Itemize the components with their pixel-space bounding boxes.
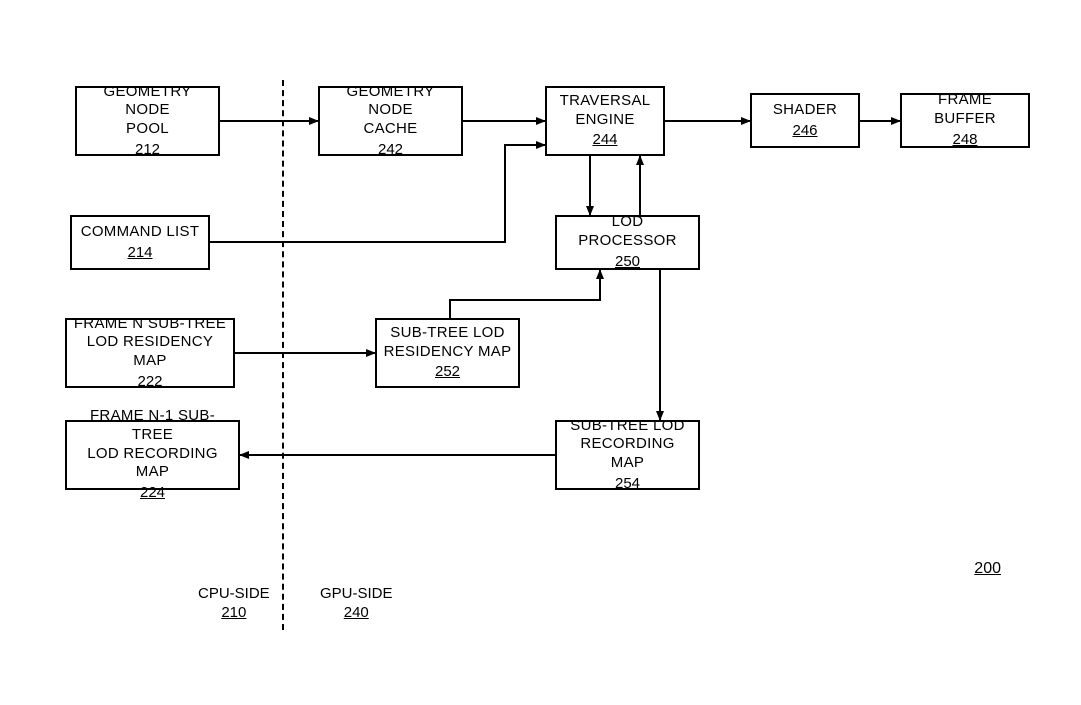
node-traversal-engine: TRAVERSAL ENGINE 244 — [545, 86, 665, 156]
node-title: SUB-TREE LOD — [390, 324, 504, 343]
node-number: 242 — [378, 141, 403, 160]
node-command-list: COMMAND LIST 214 — [70, 215, 210, 270]
node-subtree-lod-residency: SUB-TREE LOD RESIDENCY MAP 252 — [375, 318, 520, 388]
node-number: 214 — [127, 244, 152, 263]
node-shader: SHADER 246 — [750, 93, 860, 148]
node-geometry-node-cache: GEOMETRY NODE CACHE 242 — [318, 86, 463, 156]
region-number: 240 — [344, 604, 369, 621]
node-subtree-lod-recording: SUB-TREE LOD RECORDING MAP 254 — [555, 420, 700, 490]
node-title: FRAME BUFFER — [908, 91, 1022, 129]
node-number: 244 — [592, 131, 617, 150]
node-title: SHADER — [773, 101, 837, 120]
node-title: RECORDING MAP — [563, 435, 692, 473]
cpu-gpu-divider — [282, 80, 284, 630]
node-number: 250 — [615, 253, 640, 272]
region-cpu-side: CPU-SIDE 210 — [198, 585, 270, 621]
node-title: COMMAND LIST — [81, 223, 200, 242]
node-title: POOL — [126, 120, 169, 139]
figure-number: 200 — [974, 560, 1001, 578]
node-number: 246 — [792, 122, 817, 141]
region-title: GPU-SIDE — [320, 585, 393, 602]
node-number: 254 — [615, 475, 640, 494]
node-title: GEOMETRY NODE — [326, 83, 455, 121]
node-title: LOD RECORDING MAP — [73, 445, 232, 483]
node-title: ENGINE — [575, 111, 634, 130]
node-number: 212 — [135, 141, 160, 160]
node-frame-buffer: FRAME BUFFER 248 — [900, 93, 1030, 148]
node-title: FRAME N SUB-TREE — [74, 315, 226, 334]
node-number: 222 — [137, 373, 162, 392]
node-title: GEOMETRY NODE — [83, 83, 212, 121]
node-frame-n1-recording: FRAME N-1 SUB-TREE LOD RECORDING MAP 224 — [65, 420, 240, 490]
node-frame-n-residency: FRAME N SUB-TREE LOD RESIDENCY MAP 222 — [65, 318, 235, 388]
node-title: CACHE — [363, 120, 417, 139]
node-title: RESIDENCY MAP — [384, 343, 512, 362]
region-number: 210 — [221, 604, 246, 621]
node-number: 224 — [140, 484, 165, 503]
node-title: FRAME N-1 SUB-TREE — [73, 407, 232, 445]
node-number: 248 — [952, 131, 977, 150]
diagram-canvas: GEOMETRY NODE POOL 212 GEOMETRY NODE CAC… — [0, 0, 1081, 705]
node-title: SUB-TREE LOD — [570, 417, 684, 436]
node-lod-processor: LOD PROCESSOR 250 — [555, 215, 700, 270]
node-geometry-node-pool: GEOMETRY NODE POOL 212 — [75, 86, 220, 156]
node-title: LOD PROCESSOR — [563, 213, 692, 251]
region-title: CPU-SIDE — [198, 585, 270, 602]
region-gpu-side: GPU-SIDE 240 — [320, 585, 393, 621]
node-number: 252 — [435, 363, 460, 382]
node-title: TRAVERSAL — [560, 92, 651, 111]
node-title: LOD RESIDENCY MAP — [73, 333, 227, 371]
